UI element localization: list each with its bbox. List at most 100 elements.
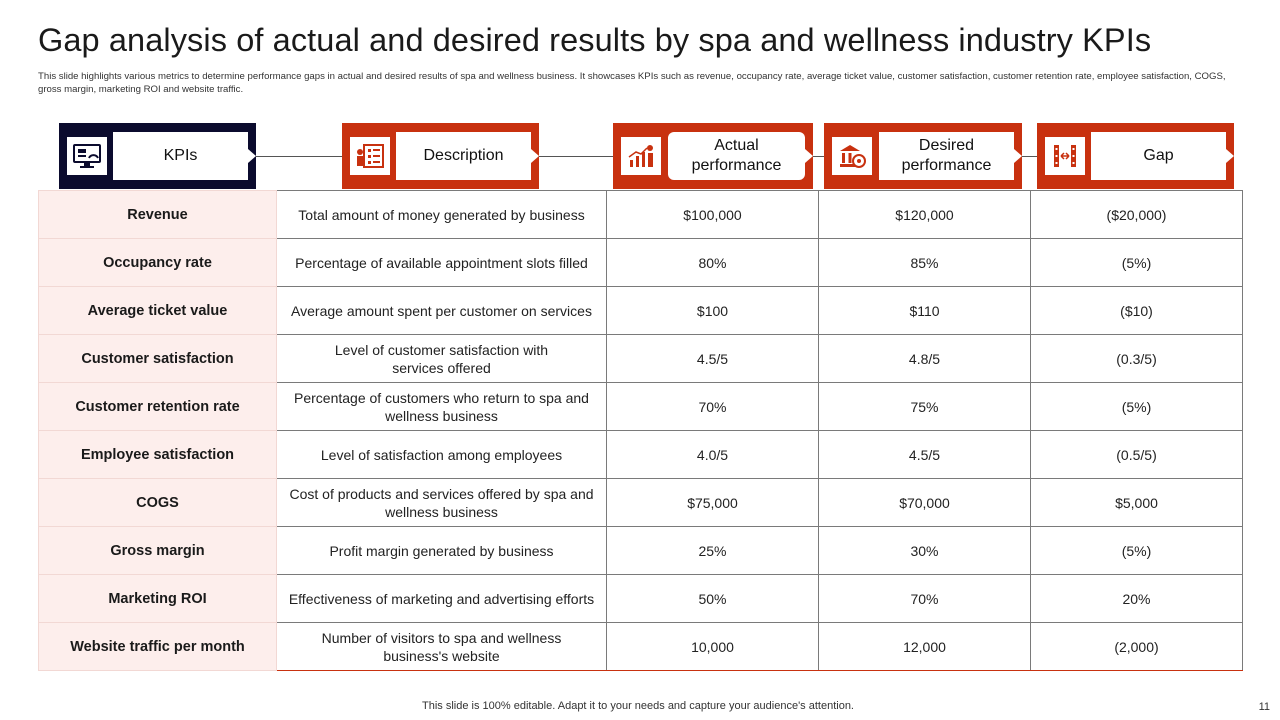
description-line: Profit margin generated by business [329, 542, 554, 559]
table-row: Customer satisfaction Level of customer s… [38, 334, 1243, 383]
table-row: Customer retention rate Percentage of cus… [38, 382, 1243, 431]
kpi-cell: Employee satisfaction [38, 430, 277, 479]
actual-cell: $100 [606, 286, 819, 335]
description-line: Total amount of money generated by busin… [298, 206, 585, 223]
kpi-table-body: Revenue Total amount of money generated b… [38, 190, 1243, 671]
description-line: Level of customer satisfaction with [334, 341, 549, 358]
actual-cell: 70% [606, 382, 819, 431]
actual-cell: 10,000 [606, 622, 819, 671]
actual-cell: 4.0/5 [606, 430, 819, 479]
page-number: 11 [1258, 701, 1270, 713]
gap-cell: (5%) [1030, 238, 1243, 287]
desired-cell: 30% [818, 526, 1031, 575]
gap-cell: ($20,000) [1030, 190, 1243, 239]
kpi-cell: Marketing ROI [38, 574, 277, 623]
header-kpis-label: KPIs [113, 132, 248, 180]
header-desired-line2: performance [901, 157, 992, 174]
gap-cell: $5,000 [1030, 478, 1243, 527]
desired-cell: 85% [818, 238, 1031, 287]
monitor-dashboard-icon [67, 137, 107, 175]
kpi-cell: COGS [38, 478, 277, 527]
table-row: Gross margin Profit margin generated by b… [38, 526, 1243, 575]
desired-cell: $120,000 [818, 190, 1031, 239]
description-cell: Number of visitors to spa and wellness bu… [276, 622, 607, 671]
header-arrow [248, 149, 256, 163]
kpi-cell: Website traffic per month [38, 622, 277, 671]
description-cell: Percentage of customers who return to sp… [276, 382, 607, 431]
presentation-chart-icon [621, 137, 661, 175]
desired-cell: 75% [818, 382, 1031, 431]
desired-cell: $70,000 [818, 478, 1031, 527]
table-row: Marketing ROI Effectiveness of marketing … [38, 574, 1243, 623]
description-line: wellness business [385, 407, 498, 424]
bank-target-icon [832, 137, 872, 175]
actual-cell: 25% [606, 526, 819, 575]
description-cell: Average amount spent per customer on ser… [276, 286, 607, 335]
actual-cell: $75,000 [606, 478, 819, 527]
footer-note: This slide is 100% editable. Adapt it to… [422, 700, 854, 712]
description-line: Effectiveness of marketing and advertisi… [288, 590, 595, 607]
header-actual-label: Actual performance [668, 132, 805, 180]
description-line: Cost of products and services offered by… [289, 485, 594, 502]
description-cell: Level of satisfaction among employees [276, 430, 607, 479]
table-row: Average ticket value Average amount spent… [38, 286, 1243, 335]
header-actual: Actual performance [613, 123, 813, 189]
actual-cell: 4.5/5 [606, 334, 819, 383]
table-row: Website traffic per month Number of visit… [38, 622, 1243, 671]
desired-cell: 4.5/5 [818, 430, 1031, 479]
desired-cell: $110 [818, 286, 1031, 335]
actual-cell: 80% [606, 238, 819, 287]
description-cell: Effectiveness of marketing and advertisi… [276, 574, 607, 623]
header-arrow [805, 149, 813, 163]
description-line: Percentage of customers who return to sp… [294, 389, 589, 406]
header-desired: Desired performance [824, 123, 1022, 189]
gap-cell: (5%) [1030, 526, 1243, 575]
kpi-cell: Customer satisfaction [38, 334, 277, 383]
kpi-cell: Revenue [38, 190, 277, 239]
table-row: Employee satisfaction Level of satisfacti… [38, 430, 1243, 479]
desired-cell: 70% [818, 574, 1031, 623]
description-line: services offered [392, 359, 491, 376]
kpi-cell: Gross margin [38, 526, 277, 575]
header-actual-line1: Actual [714, 137, 759, 154]
header-description: Description [342, 123, 539, 189]
gap-cell: (2,000) [1030, 622, 1243, 671]
slide-subtitle: This slide highlights various metrics to… [38, 71, 1226, 95]
desired-cell: 4.8/5 [818, 334, 1031, 383]
header-actual-line2: performance [691, 157, 782, 174]
gap-cell: (5%) [1030, 382, 1243, 431]
kpi-cell: Average ticket value [38, 286, 277, 335]
gap-cell: (0.5/5) [1030, 430, 1243, 479]
header-gap-label: Gap [1091, 132, 1226, 180]
description-cell: Profit margin generated by business [276, 526, 607, 575]
description-cell: Cost of products and services offered by… [276, 478, 607, 527]
gap-cell: 20% [1030, 574, 1243, 623]
header-gap: Gap [1037, 123, 1234, 189]
gap-cell: (0.3/5) [1030, 334, 1243, 383]
actual-cell: $100,000 [606, 190, 819, 239]
kpi-cell: Customer retention rate [38, 382, 277, 431]
kpi-cell: Occupancy rate [38, 238, 277, 287]
slide-title: Gap analysis of actual and desired resul… [38, 22, 1152, 58]
gap-cell: ($10) [1030, 286, 1243, 335]
description-line: Percentage of available appointment slot… [295, 254, 588, 271]
description-line: Level of satisfaction among employees [320, 446, 563, 463]
header-arrow [1014, 149, 1022, 163]
table-row: COGS Cost of products and services offere… [38, 478, 1243, 527]
description-cell: Total amount of money generated by busin… [276, 190, 607, 239]
description-line: business's website [383, 647, 500, 664]
kpi-table: Revenue Total amount of money generated b… [38, 190, 1243, 671]
description-cell: Percentage of available appointment slot… [276, 238, 607, 287]
description-line: Average amount spent per customer on ser… [291, 302, 592, 319]
header-desired-line1: Desired [918, 137, 975, 154]
header-desired-label: Desired performance [879, 132, 1014, 180]
header-description-label: Description [396, 132, 531, 180]
header-arrow [531, 149, 539, 163]
description-cell: Level of customer satisfaction with servi… [276, 334, 607, 383]
description-line: Number of visitors to spa and wellness [321, 629, 562, 646]
description-line: wellness business [385, 503, 498, 520]
header-arrow [1226, 149, 1234, 163]
table-row: Occupancy rate Percentage of available ap… [38, 238, 1243, 287]
table-row: Revenue Total amount of money generated b… [38, 190, 1243, 239]
actual-cell: 50% [606, 574, 819, 623]
